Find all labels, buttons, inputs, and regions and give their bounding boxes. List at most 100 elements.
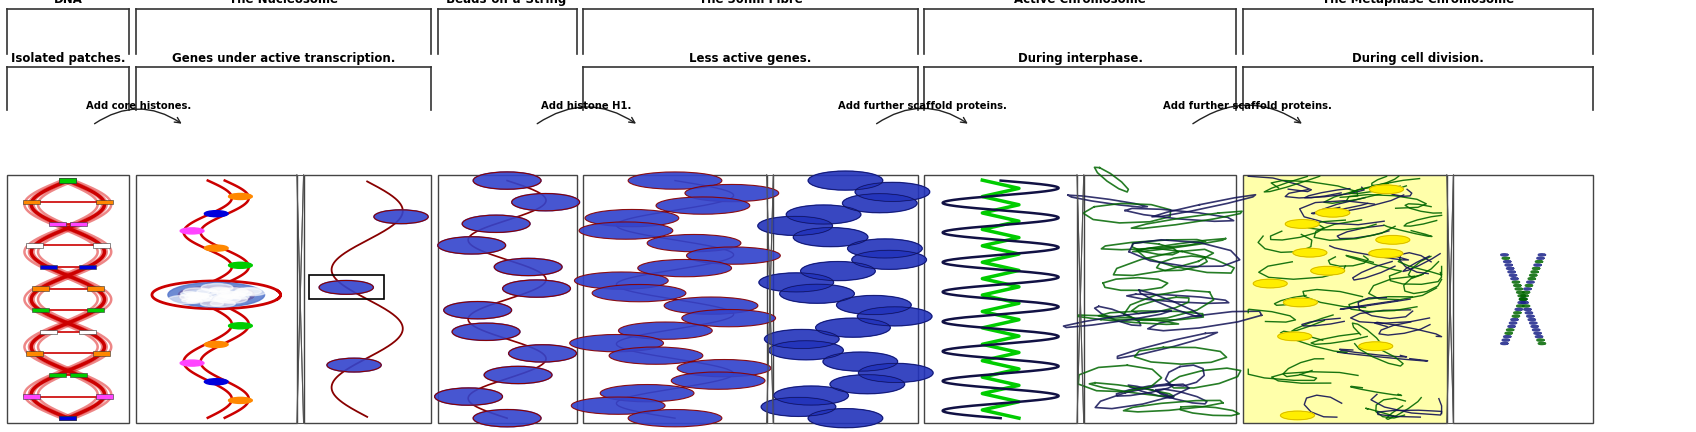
Circle shape [463,215,531,232]
Bar [309,275,383,299]
Circle shape [210,300,236,307]
Circle shape [204,245,227,251]
Circle shape [434,388,502,405]
Circle shape [444,302,512,319]
Text: Active Chromosome: Active Chromosome [1014,0,1146,6]
Circle shape [190,294,209,299]
Circle shape [473,172,541,189]
Bar [773,175,918,423]
Circle shape [494,258,561,276]
Circle shape [787,205,862,224]
Circle shape [1253,279,1287,288]
Circle shape [512,194,580,211]
Text: Add further scaffold proteins.: Add further scaffold proteins. [1163,102,1331,111]
Circle shape [836,295,911,314]
Bar [95,200,112,204]
Circle shape [197,289,217,294]
Text: Add core histones.: Add core histones. [85,102,190,111]
Circle shape [181,299,197,302]
Bar [59,416,76,420]
Circle shape [219,292,246,299]
Bar [7,175,129,423]
Circle shape [327,358,382,372]
Circle shape [188,296,210,302]
Circle shape [202,283,232,292]
Circle shape [823,352,897,371]
Circle shape [851,250,926,269]
Ellipse shape [685,184,778,202]
Circle shape [758,216,833,235]
Circle shape [168,283,265,307]
Circle shape [180,293,212,301]
Circle shape [1277,332,1311,341]
Circle shape [229,262,253,268]
Circle shape [180,360,204,366]
Circle shape [204,341,227,347]
Bar [93,243,110,248]
Circle shape [200,301,224,306]
Circle shape [181,292,198,296]
Circle shape [438,237,505,254]
Ellipse shape [609,347,702,364]
Ellipse shape [628,172,722,189]
Circle shape [848,239,923,258]
Circle shape [232,291,253,296]
Circle shape [215,295,248,303]
Circle shape [816,318,890,337]
Text: DNA: DNA [53,0,83,6]
Ellipse shape [628,410,722,427]
Circle shape [222,294,239,298]
Ellipse shape [638,260,731,277]
FancyArrowPatch shape [538,107,634,124]
Bar [32,286,49,291]
Ellipse shape [572,397,665,414]
Ellipse shape [672,372,765,389]
Circle shape [210,295,232,301]
Bar [1243,175,1447,423]
Bar [24,200,41,204]
Bar [70,222,86,226]
Bar [1084,175,1236,423]
Bar [59,416,76,420]
Ellipse shape [619,322,712,339]
Circle shape [1369,249,1403,257]
Circle shape [373,210,427,224]
Ellipse shape [687,247,780,264]
Bar [93,351,110,356]
Circle shape [807,171,882,190]
Bar [80,265,97,269]
Bar [24,394,41,399]
Circle shape [858,307,933,326]
Circle shape [168,295,202,304]
Circle shape [858,363,933,382]
Circle shape [807,409,882,428]
Text: "Beads-on-a-String": "Beads-on-a-String" [441,0,573,6]
Circle shape [192,293,209,298]
Circle shape [217,291,237,296]
Bar [70,373,86,377]
Circle shape [234,288,266,296]
Circle shape [780,284,855,303]
Circle shape [843,194,918,213]
Text: During cell division.: During cell division. [1352,52,1484,65]
Text: The 30nm Fibre: The 30nm Fibre [699,0,802,6]
Circle shape [768,341,843,360]
Circle shape [237,288,261,295]
Ellipse shape [585,210,678,227]
Circle shape [1280,411,1314,420]
Circle shape [204,211,227,217]
Text: Add further scaffold proteins.: Add further scaffold proteins. [838,102,1007,111]
Circle shape [204,379,227,385]
Circle shape [453,323,521,340]
Text: The Metaphase Chromosome: The Metaphase Chromosome [1321,0,1515,6]
Ellipse shape [665,297,758,314]
Circle shape [187,299,202,303]
Bar [39,265,56,269]
Circle shape [762,397,836,416]
Circle shape [509,345,577,362]
Circle shape [794,228,868,247]
Circle shape [202,294,229,301]
Ellipse shape [578,222,673,239]
Bar [32,308,49,312]
Bar [95,394,112,399]
